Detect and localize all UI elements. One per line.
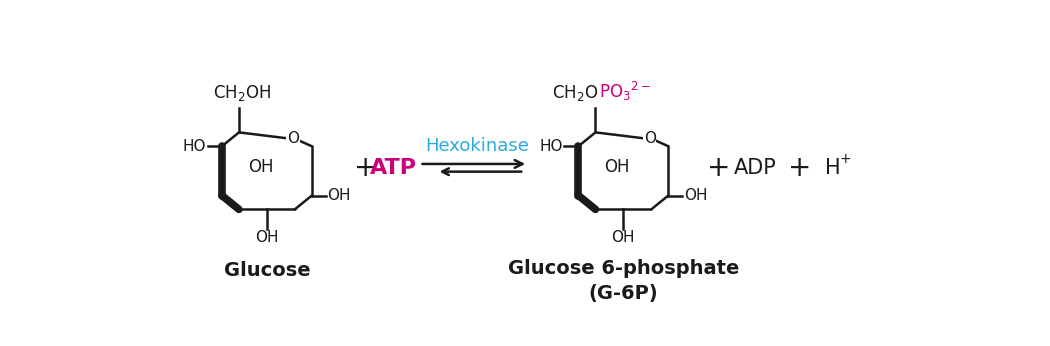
Text: Hexokinase: Hexokinase	[425, 137, 529, 155]
Text: ADP: ADP	[734, 158, 777, 178]
Text: ATP: ATP	[370, 158, 417, 178]
Text: +: +	[354, 154, 377, 182]
Text: +: +	[707, 154, 731, 182]
Text: H: H	[825, 158, 840, 178]
Text: OH: OH	[255, 230, 278, 245]
Text: O: O	[287, 131, 299, 146]
Text: Glucose 6-phosphate
(G-6P): Glucose 6-phosphate (G-6P)	[508, 259, 739, 303]
Text: HO: HO	[540, 139, 563, 154]
Text: O: O	[644, 131, 655, 146]
Text: OH: OH	[605, 158, 630, 176]
Text: OH: OH	[684, 188, 708, 203]
Text: OH: OH	[328, 188, 351, 203]
Text: +: +	[840, 152, 852, 166]
Text: Glucose: Glucose	[224, 262, 310, 281]
Text: OH: OH	[248, 158, 273, 176]
Text: HO: HO	[183, 139, 207, 154]
Text: +: +	[788, 154, 811, 182]
Text: CH$_2$OH: CH$_2$OH	[213, 83, 271, 103]
Text: PO$_3$$^{2-}$: PO$_3$$^{2-}$	[598, 80, 650, 103]
Text: OH: OH	[611, 230, 635, 245]
Text: CH$_2$O: CH$_2$O	[552, 83, 598, 103]
